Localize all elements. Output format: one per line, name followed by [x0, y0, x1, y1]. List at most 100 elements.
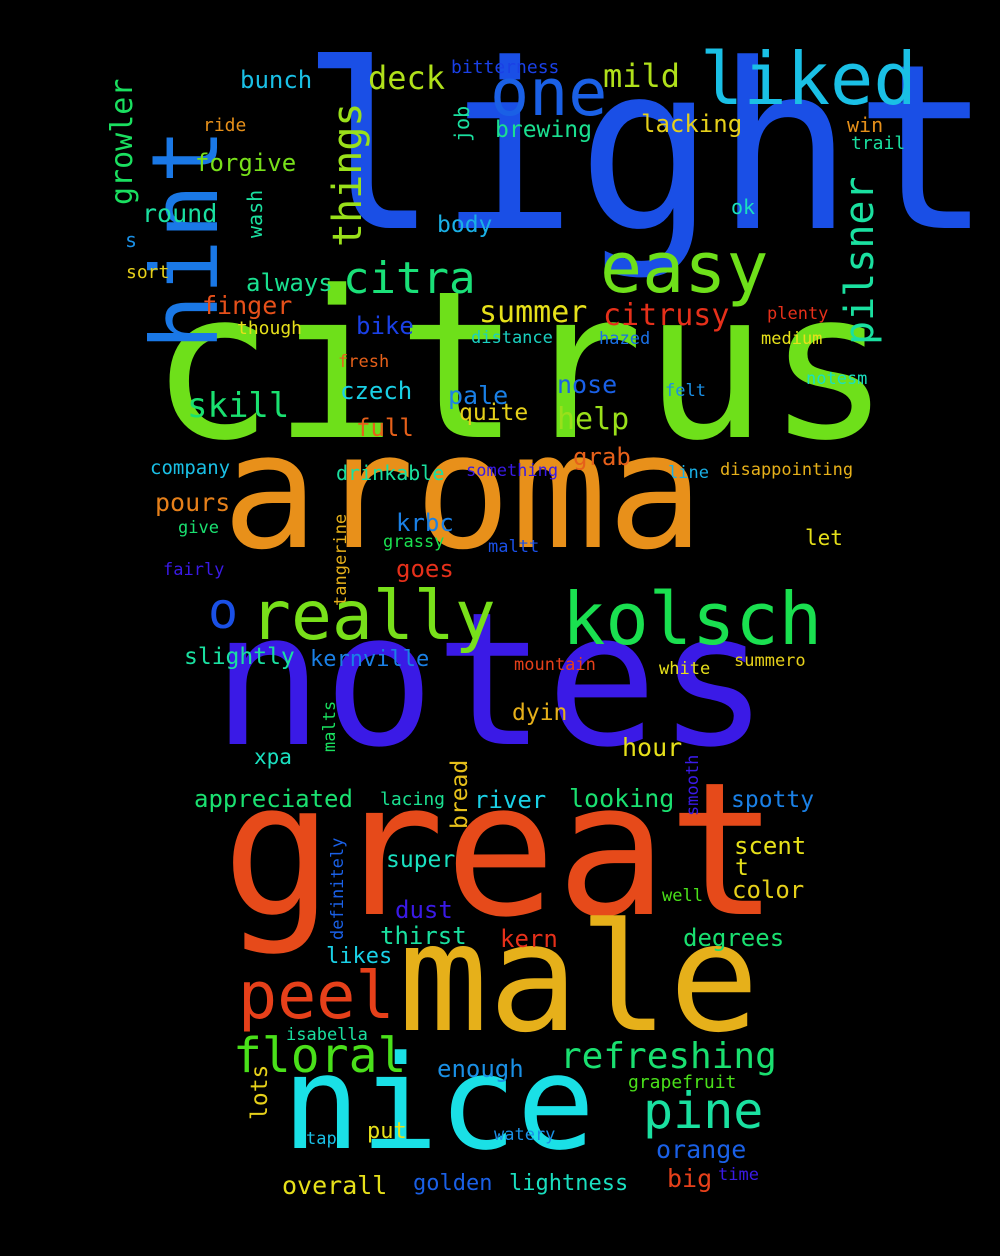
word-lacing: lacing	[380, 788, 446, 810]
word-full: full	[356, 413, 414, 442]
word-finger: finger	[202, 290, 293, 320]
word-male: male	[398, 892, 760, 1067]
word-grab: grab	[573, 442, 631, 471]
word-well: well	[662, 886, 703, 907]
word-forgive: forgive	[195, 148, 297, 177]
word-distance: distance	[471, 328, 553, 349]
word-o: o	[208, 582, 239, 641]
word-hour: hour	[622, 732, 683, 762]
word-grapefruit: grapefruit	[628, 1071, 737, 1093]
word-citrus: citrus	[150, 247, 891, 486]
word-line: line	[668, 463, 709, 484]
word-liked: liked	[700, 36, 917, 121]
word-deck: deck	[368, 59, 446, 98]
word-malts: malts	[320, 700, 340, 752]
word-round: round	[142, 198, 218, 228]
word-orange: orange	[656, 1134, 747, 1164]
word-let: let	[805, 526, 843, 551]
word-t: t	[735, 855, 749, 882]
word-grassy: grassy	[383, 532, 445, 553]
word-win: win	[847, 112, 884, 137]
word-nose: nose	[557, 369, 618, 399]
word-trail: trail	[851, 132, 906, 154]
word-white: white	[659, 659, 711, 680]
word-maltt: maltt	[488, 537, 540, 558]
word-ok: ok	[731, 194, 756, 219]
word-xpa: xpa	[254, 745, 292, 770]
word-notesm: notesm	[806, 369, 868, 390]
word-pine: pine	[643, 1082, 764, 1141]
word-definitely: definitely	[328, 837, 348, 940]
word-floral: floral	[233, 1027, 407, 1084]
word-refreshing: refreshing	[560, 1035, 777, 1077]
word-citrusy: citrusy	[603, 297, 730, 333]
word-bike: bike	[356, 311, 414, 340]
word-dyin: dyin	[512, 700, 568, 727]
word-bread: bread	[447, 759, 473, 829]
word-nice: nice	[282, 1026, 596, 1179]
word-s: s	[125, 227, 138, 252]
word-mild: mild	[603, 57, 681, 96]
word-quite: quite	[459, 400, 529, 427]
word-put: put	[367, 1119, 407, 1145]
word-bunch: bunch	[240, 65, 313, 94]
word-felt: felt	[665, 381, 706, 402]
word-great: great	[222, 742, 779, 959]
word-pours: pours	[155, 487, 231, 517]
word-tap: tap	[306, 1129, 337, 1150]
word-company: company	[150, 456, 231, 479]
word-krbc: krbc	[396, 508, 454, 537]
word-fresh: fresh	[338, 352, 390, 373]
word-overall: overall	[282, 1170, 388, 1200]
word-give: give	[178, 518, 219, 539]
word-czech: czech	[340, 376, 413, 405]
word-citra: citra	[343, 253, 476, 305]
word-peel: peel	[238, 958, 395, 1034]
word-dust: dust	[395, 895, 453, 924]
word-job: job	[450, 105, 474, 142]
word-lacking: lacking	[641, 109, 743, 138]
word-lots: lots	[247, 1064, 273, 1120]
word-lightness: lightness	[509, 1171, 629, 1197]
word-sort: sort	[126, 261, 170, 283]
word-pale: pale	[448, 380, 509, 410]
word-body: body	[437, 212, 493, 239]
word-hazed: hazed	[599, 329, 651, 350]
word-goes: goes	[396, 554, 454, 583]
word-summero: summero	[734, 651, 806, 672]
word-skill: skill	[187, 386, 290, 427]
word-brewing: brewing	[495, 117, 592, 144]
word-light: light	[300, 16, 993, 284]
word-kern: kern	[500, 924, 558, 953]
word-easy: easy	[600, 226, 769, 309]
word-mountain: mountain	[514, 655, 596, 676]
word-likes: likes	[326, 944, 393, 970]
word-medium: medium	[761, 329, 823, 350]
word-tangerine: tangerine	[331, 513, 351, 606]
word-river: river	[474, 785, 547, 814]
word-pilsner: pilsner	[837, 176, 883, 345]
word-summer: summer	[479, 294, 588, 330]
word-degrees: degrees	[683, 923, 785, 952]
word-super: super	[386, 847, 456, 874]
word-smooth: smooth	[683, 754, 703, 816]
word-color: color	[732, 875, 805, 904]
word-disappointing: disappointing	[720, 460, 854, 481]
word-aroma: aroma	[222, 398, 704, 586]
word-time: time	[718, 1165, 759, 1186]
word-slightly: slightly	[184, 644, 295, 671]
word-thirst: thirst	[380, 921, 467, 950]
word-spotty: spotty	[731, 787, 815, 814]
word-growler: growler	[105, 78, 140, 205]
word-enough: enough	[437, 1054, 524, 1083]
word-big: big	[667, 1163, 713, 1193]
word-things: things	[325, 102, 371, 248]
word-kolsch: kolsch	[562, 576, 823, 661]
word-notes: notes	[212, 572, 769, 789]
word-scent: scent	[734, 831, 807, 860]
word-though: though	[237, 317, 303, 339]
word-watery: watery	[494, 1125, 556, 1146]
word-kernville: kernville	[310, 647, 430, 673]
word-isabella: isabella	[286, 1025, 368, 1046]
